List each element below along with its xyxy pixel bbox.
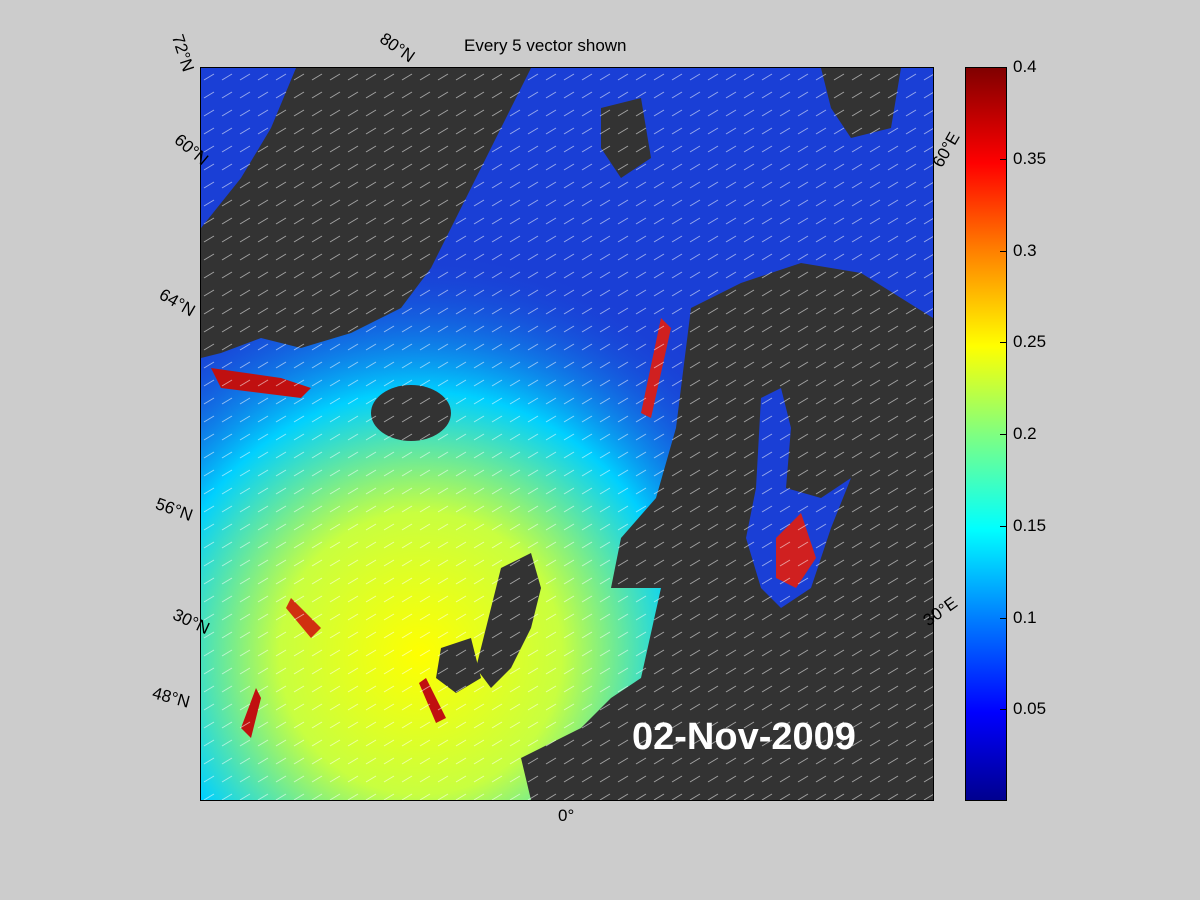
colorbar-tick-label: 0.05 [1013, 699, 1047, 719]
colorbar-tick-mark [1000, 250, 1006, 252]
lat-label-80n: 80°N [376, 28, 419, 67]
colorbar-tick-label: 0.25 [1013, 332, 1047, 352]
ocean-current-map [201, 68, 933, 800]
map-title: Every 5 vector shown [464, 36, 627, 55]
colorbar-tick-mark [1000, 434, 1006, 435]
colorbar-tick-mark [1000, 709, 1006, 711]
lat-label-72n: 72°N [167, 32, 198, 74]
lat-label-64n: 64°N [156, 284, 199, 321]
colorbar-tick-label: 0.3 [1013, 240, 1037, 260]
colorbar-tick-label: 0.1 [1013, 607, 1037, 627]
colorbar-tick-label: 0.2 [1013, 424, 1037, 443]
colorbar-tick-label: 0.4 [1013, 57, 1037, 76]
colorbar-tick-mark [1000, 342, 1006, 344]
lon-label-0: 0° [558, 806, 575, 825]
map-canvas[interactable] [200, 67, 934, 801]
colorbar-tick-mark [1000, 617, 1006, 619]
colorbar-tick-mark [1000, 67, 1006, 68]
date-label: 02-Nov-2009 [632, 716, 856, 758]
colorbar-tick-mark [1000, 525, 1006, 527]
colorbar-tick-label: 0.15 [1013, 515, 1047, 535]
lat-label-48n: 48°N [150, 683, 192, 712]
colorbar-tick-mark [1000, 158, 1006, 160]
vector-field [201, 68, 933, 800]
colorbar-tick-label: 0.35 [1013, 148, 1047, 168]
lat-label-56n: 56°N [153, 494, 196, 525]
